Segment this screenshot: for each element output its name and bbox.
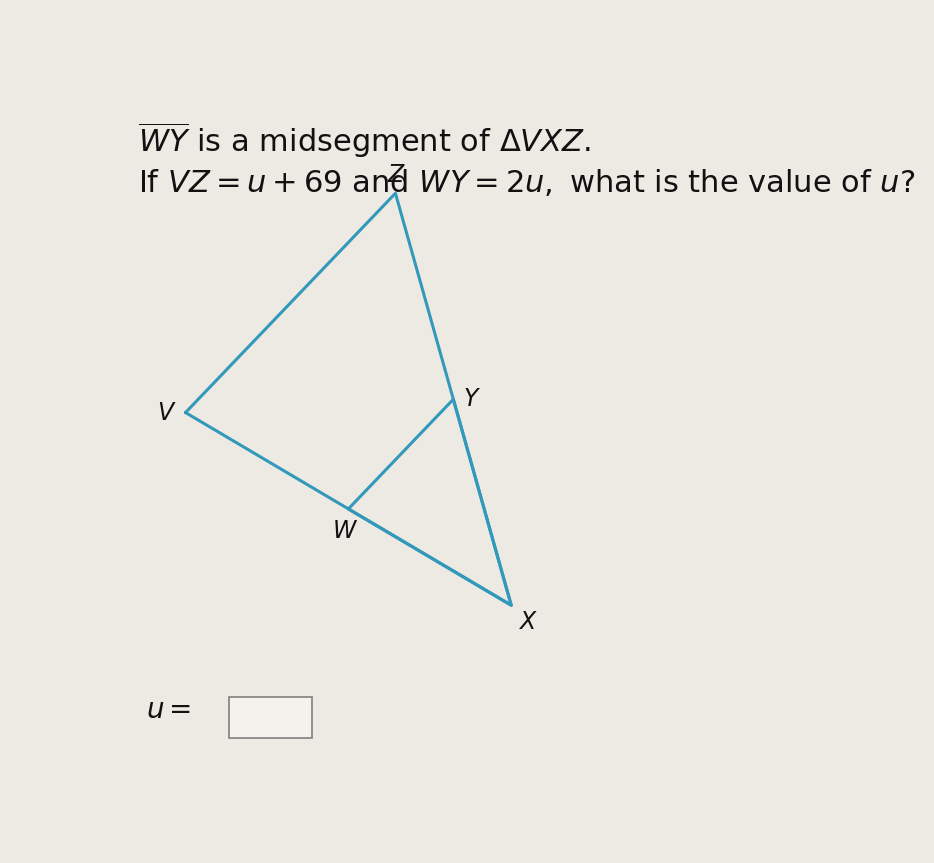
FancyBboxPatch shape xyxy=(229,697,312,738)
Text: If $VZ = u + 69$ and $WY = 2u,$ what is the value of $u?$: If $VZ = u + 69$ and $WY = 2u,$ what is … xyxy=(138,167,915,198)
Text: V: V xyxy=(157,400,174,425)
Text: X: X xyxy=(519,610,535,634)
Text: Z: Z xyxy=(388,162,403,186)
Text: Y: Y xyxy=(463,387,478,412)
Text: $u =$: $u =$ xyxy=(146,696,191,723)
Text: W: W xyxy=(333,519,357,543)
Text: $\overline{WY}$ is a midsegment of $\Delta VXZ.$: $\overline{WY}$ is a midsegment of $\Del… xyxy=(138,120,591,160)
